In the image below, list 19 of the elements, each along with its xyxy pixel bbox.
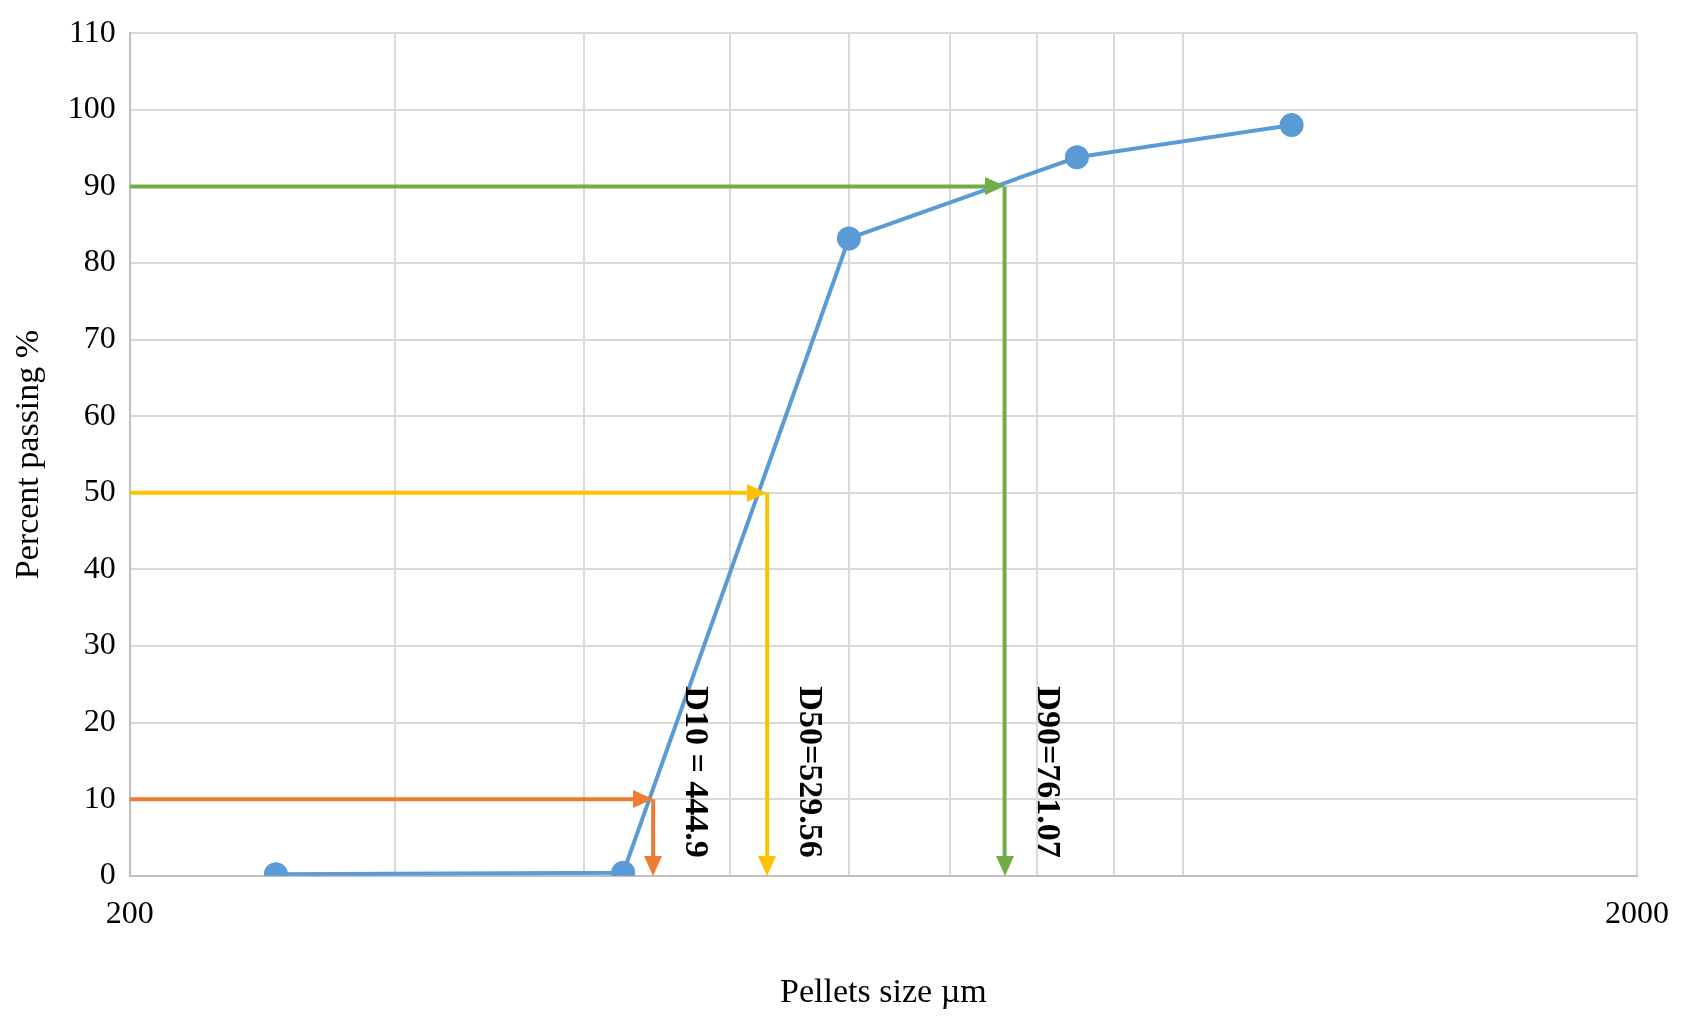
ref-line-label: D10 = 444.9 (679, 686, 717, 858)
y-tick-label: 50 (83, 472, 116, 509)
y-tick-label: 0 (99, 855, 116, 892)
y-axis-title: Percent passing % (8, 329, 46, 580)
y-tick-label: 30 (83, 625, 116, 662)
x-tick-label: 200 (105, 894, 154, 931)
x-tick-label: 2000 (1605, 894, 1669, 931)
y-tick-label: 20 (83, 702, 116, 739)
y-tick-label: 70 (83, 319, 116, 356)
x-axis-title: Pellets size µm (780, 971, 987, 1009)
y-tick-label: 10 (83, 778, 116, 815)
y-tick-label: 60 (83, 395, 116, 432)
y-tick-label: 100 (67, 89, 116, 126)
ref-line-label: D90=761.07 (1030, 686, 1068, 858)
y-tick-label: 110 (68, 12, 116, 49)
y-tick-label: 40 (83, 548, 116, 585)
y-tick-label: 90 (83, 165, 116, 202)
ref-line-label: D50=529.56 (793, 686, 831, 858)
y-tick-label: 80 (83, 242, 116, 279)
